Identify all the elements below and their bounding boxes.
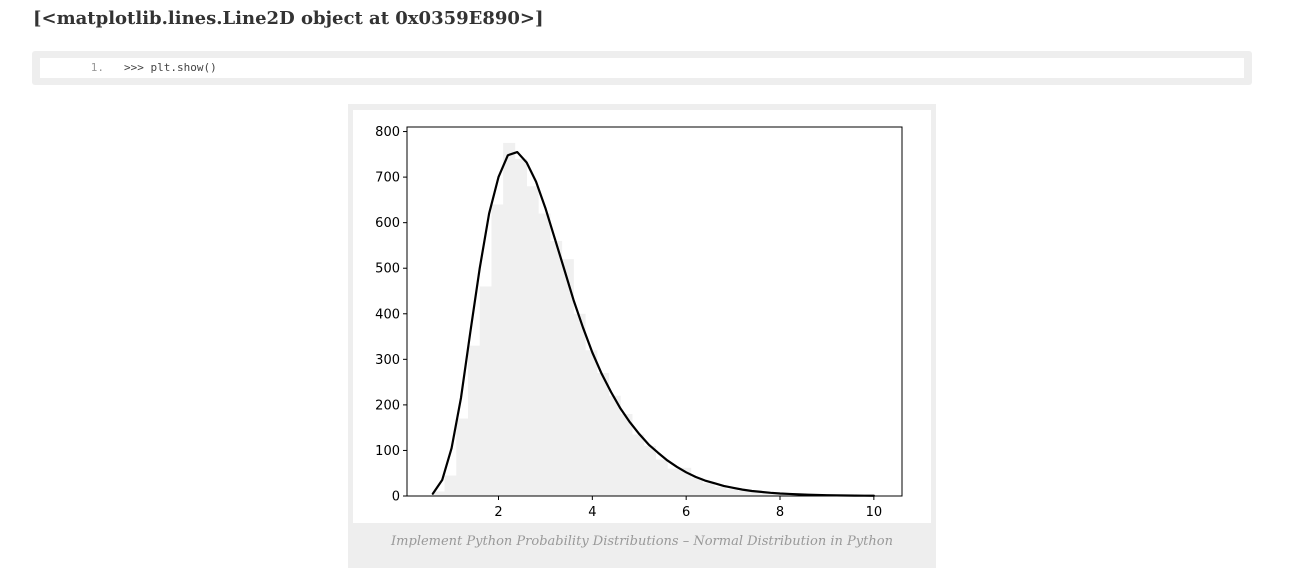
histogram-bar [620, 414, 633, 496]
x-tick-label: 2 [494, 505, 502, 520]
histogram-bar [737, 490, 750, 496]
y-tick-label: 100 [375, 444, 400, 459]
histogram-bar [561, 259, 574, 496]
histogram-bar [702, 483, 715, 496]
histogram-bar [690, 477, 703, 496]
histogram-bar [573, 313, 586, 496]
x-tick-label: 6 [682, 505, 690, 520]
y-tick-label: 400 [375, 307, 400, 322]
histogram-bar [597, 373, 610, 496]
histogram-bar [679, 467, 692, 496]
histogram-bar [468, 345, 481, 496]
x-tick-label: 10 [866, 505, 883, 520]
code-line: 1. >>> plt.show() [40, 58, 1244, 78]
chart-container: 0 100 200 300 400 500 600 700 800 2 4 6 8 10 [353, 110, 931, 523]
histogram-bar [772, 493, 785, 496]
y-tick-label: 800 [375, 125, 400, 140]
histogram-bar [491, 204, 504, 496]
x-tick-label: 8 [776, 505, 784, 520]
y-tick-label: 500 [375, 262, 400, 277]
histogram-bar [714, 486, 727, 496]
chart: 0 100 200 300 400 500 600 700 800 2 4 6 8 10 [375, 125, 903, 520]
histogram-bar [479, 286, 492, 496]
histogram-bar [432, 491, 445, 496]
density-curve [431, 150, 875, 497]
output-text: [<matplotlib.lines.Line2D object at 0x03… [33, 8, 544, 29]
figure: 0 100 200 300 400 500 600 700 800 2 4 6 8 10 Implemen… [348, 104, 936, 568]
x-tick-label: 4 [588, 505, 596, 520]
histogram-bar [761, 492, 774, 496]
histogram-bar [749, 491, 762, 496]
histogram-bar [726, 489, 739, 496]
histogram-bar [655, 459, 668, 496]
histogram-bar [538, 213, 551, 496]
code-text: >>> plt.show() [124, 61, 217, 74]
histogram-bar [514, 158, 527, 496]
y-tick-label: 200 [375, 398, 400, 413]
code-block: 1. >>> plt.show() [32, 51, 1252, 85]
y-tick-label: 700 [375, 171, 400, 186]
histogram-bar [643, 445, 656, 496]
histogram-bar [503, 142, 516, 496]
figure-caption: Implement Python Probability Distributio… [391, 534, 893, 549]
histogram-bar [667, 468, 680, 496]
histogram-bar [608, 395, 621, 496]
line-number: 1. [90, 61, 104, 74]
y-tick-label: 0 [392, 490, 400, 505]
histogram-bar [526, 186, 539, 496]
histogram-bar [456, 418, 469, 496]
y-tick-label: 300 [375, 353, 400, 368]
histogram-bar [632, 434, 645, 496]
plot-frame [406, 126, 903, 497]
histogram-bar [550, 240, 563, 496]
y-tick-label: 600 [375, 216, 400, 231]
histogram-bar [444, 475, 457, 496]
histogram-bar [585, 350, 598, 496]
